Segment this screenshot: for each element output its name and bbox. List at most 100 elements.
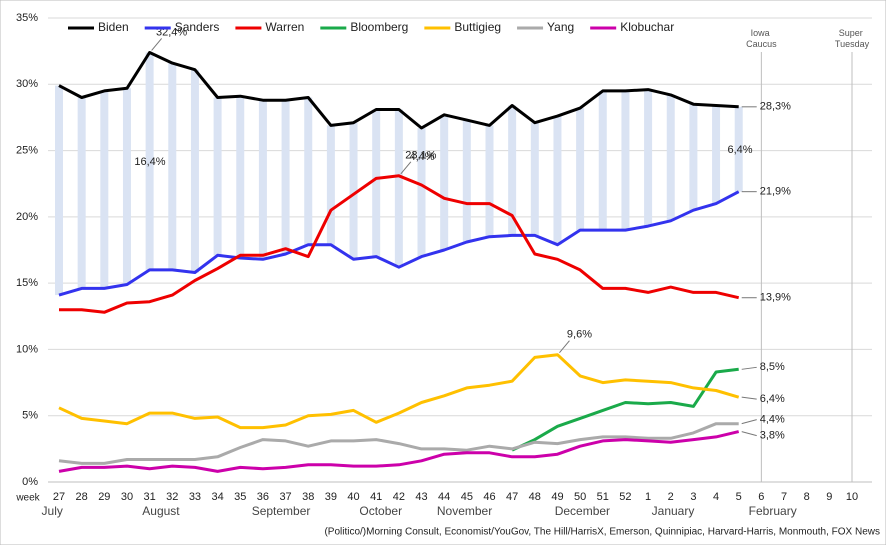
gap-bar	[576, 108, 585, 231]
gap-bar	[485, 125, 494, 237]
gap-bar	[394, 109, 403, 268]
gap-bar	[100, 90, 109, 289]
label-leader	[741, 366, 757, 370]
gap-bar	[168, 63, 177, 270]
x-tick-label: 45	[461, 491, 473, 503]
x-tick-label: 8	[804, 491, 810, 503]
x-tick-label: 32	[166, 491, 178, 503]
x-tick-label: 27	[53, 491, 65, 503]
x-tick-label: 1	[645, 491, 651, 503]
x-tick-label: 52	[619, 491, 631, 503]
gap-bar	[644, 89, 653, 227]
legend-label: Sanders	[175, 20, 220, 34]
x-tick-label: 4	[713, 491, 719, 503]
gap-bar	[462, 120, 471, 243]
series-line	[59, 174, 740, 314]
x-tick-label: 48	[529, 491, 541, 503]
x-tick-label: 35	[234, 491, 246, 503]
month-label: July	[42, 504, 63, 518]
series-line	[58, 422, 739, 465]
gap-bar	[440, 114, 449, 250]
x-tick-label: 34	[211, 491, 223, 503]
x-tick-label: 29	[98, 491, 110, 503]
x-tick-label: 30	[121, 491, 133, 503]
event-label: Super Tuesday	[835, 28, 870, 49]
label-leader	[741, 431, 757, 437]
value-label: 4,4%	[760, 414, 785, 426]
gap-bar	[530, 122, 539, 236]
value-label: 28,3%	[760, 101, 791, 113]
x-tick-label: 33	[189, 491, 201, 503]
month-label: September	[252, 504, 311, 518]
legend-label: Buttigieg	[454, 20, 501, 34]
legend-label: Warren	[265, 20, 304, 34]
gap-bar	[734, 106, 743, 192]
gap-bar	[236, 96, 245, 258]
y-tick-label: 30%	[16, 78, 38, 90]
x-tick-label: 3	[690, 491, 696, 503]
gap-bar	[372, 109, 381, 257]
value-label: 6,4%	[760, 393, 785, 405]
month-label: February	[749, 504, 797, 518]
month-label: November	[437, 504, 492, 518]
gap-bar	[666, 94, 675, 221]
gap-bar	[258, 100, 267, 260]
value-label: 13,9%	[760, 292, 791, 304]
gap-label: 4,4%	[409, 151, 434, 163]
event-label: Iowa Caucus	[746, 28, 777, 49]
value-label: 8,5%	[760, 361, 785, 373]
gap-bar	[553, 116, 562, 245]
label-leader	[151, 38, 163, 51]
x-tick-label: 42	[393, 491, 405, 503]
x-tick-label: 5	[736, 491, 742, 503]
legend-label: Yang	[547, 20, 574, 34]
y-tick-label: 35%	[16, 12, 38, 24]
y-tick-label: 0%	[22, 476, 38, 488]
y-tick-label: 20%	[16, 211, 38, 223]
x-tick-label: 49	[551, 491, 563, 503]
label-leader	[741, 419, 757, 425]
gap-bar	[190, 69, 199, 273]
legend-label: Bloomberg	[350, 20, 408, 34]
x-tick-label: 40	[347, 491, 359, 503]
gap-bar	[213, 97, 222, 256]
gap-label: 16,4%	[134, 156, 165, 168]
gap-bar	[349, 122, 358, 260]
gap-bar	[55, 85, 63, 296]
x-axis-label: week	[15, 493, 40, 504]
gap-bar	[712, 105, 721, 204]
x-tick-label: 9	[826, 491, 832, 503]
gap-bar	[281, 100, 290, 254]
gap-bar	[122, 88, 131, 285]
value-label: 23,1%	[405, 150, 436, 162]
x-tick-label: 10	[846, 491, 858, 503]
x-tick-label: 46	[483, 491, 495, 503]
month-label: August	[142, 504, 180, 518]
gap-bar	[689, 104, 698, 211]
y-tick-label: 10%	[16, 343, 38, 355]
x-tick-label: 37	[279, 491, 291, 503]
x-tick-label: 39	[325, 491, 337, 503]
x-tick-label: 41	[370, 491, 382, 503]
series-line	[511, 367, 739, 452]
month-label: January	[652, 504, 695, 518]
x-tick-label: 6	[758, 491, 764, 503]
label-leader	[559, 340, 570, 354]
label-leader	[400, 161, 412, 175]
source: (Politico/)Morning Consult, Economist/Yo…	[324, 527, 880, 538]
legend-label: Biden	[98, 20, 129, 34]
x-tick-label: 47	[506, 491, 518, 503]
series-line	[58, 190, 740, 297]
value-label: 9,6%	[567, 329, 592, 341]
month-label: December	[555, 504, 610, 518]
month-label: October	[359, 504, 402, 518]
gap-bar	[508, 105, 517, 236]
value-label: 3,8%	[760, 430, 785, 442]
x-tick-label: 36	[257, 491, 269, 503]
x-tick-label: 50	[574, 491, 586, 503]
y-tick-label: 25%	[16, 144, 38, 156]
y-tick-label: 5%	[22, 410, 38, 422]
gap-bar	[326, 125, 335, 245]
x-tick-label: 2	[668, 491, 674, 503]
